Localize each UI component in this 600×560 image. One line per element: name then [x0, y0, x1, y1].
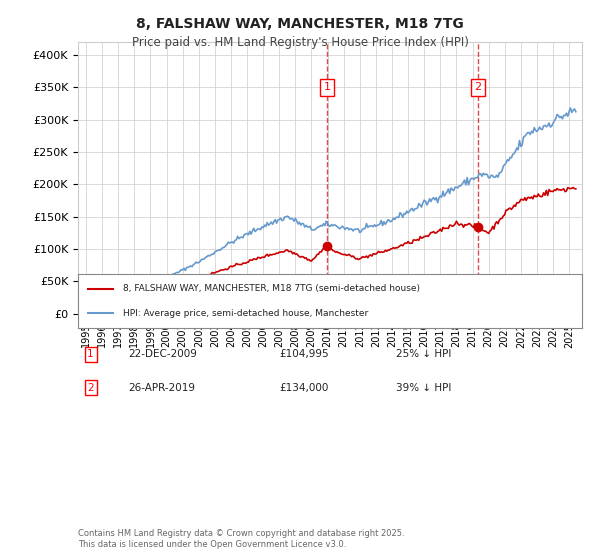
Text: 1: 1	[87, 349, 94, 360]
Text: 22-DEC-2009: 22-DEC-2009	[128, 349, 197, 360]
Text: 1: 1	[323, 82, 331, 92]
Text: 39% ↓ HPI: 39% ↓ HPI	[395, 382, 451, 393]
Text: £134,000: £134,000	[280, 382, 329, 393]
Text: £104,995: £104,995	[280, 349, 329, 360]
Text: Contains HM Land Registry data © Crown copyright and database right 2025.
This d: Contains HM Land Registry data © Crown c…	[78, 529, 404, 549]
Text: 8, FALSHAW WAY, MANCHESTER, M18 7TG (semi-detached house): 8, FALSHAW WAY, MANCHESTER, M18 7TG (sem…	[124, 284, 421, 293]
Text: HPI: Average price, semi-detached house, Manchester: HPI: Average price, semi-detached house,…	[124, 309, 368, 318]
Text: Price paid vs. HM Land Registry's House Price Index (HPI): Price paid vs. HM Land Registry's House …	[131, 36, 469, 49]
Text: 2: 2	[474, 82, 481, 92]
Text: 26-APR-2019: 26-APR-2019	[128, 382, 196, 393]
Text: 8, FALSHAW WAY, MANCHESTER, M18 7TG: 8, FALSHAW WAY, MANCHESTER, M18 7TG	[136, 17, 464, 31]
Text: 25% ↓ HPI: 25% ↓ HPI	[395, 349, 451, 360]
Text: 2: 2	[87, 382, 94, 393]
